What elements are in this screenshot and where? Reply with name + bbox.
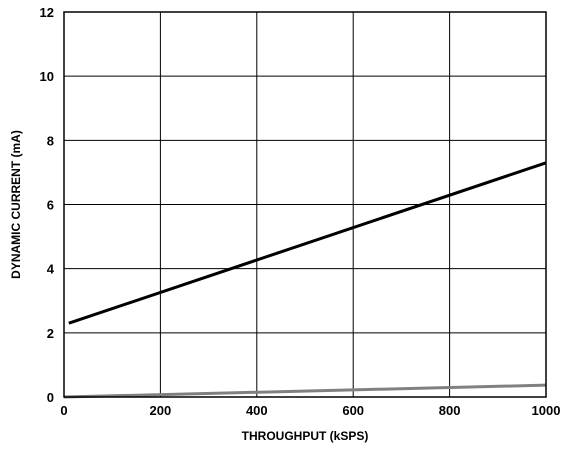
x-tick-label: 0: [60, 403, 67, 418]
x-tick-labels: 0 200 400 600 800 1000: [60, 403, 560, 418]
series-lines: [63, 161, 547, 399]
x-tick-label: 600: [342, 403, 364, 418]
series-line-1: [68, 161, 547, 325]
x-tick-label: 400: [246, 403, 268, 418]
y-tick-label: 10: [40, 69, 54, 84]
plot-area-frame: [63, 11, 547, 398]
x-tick-label: 800: [439, 403, 461, 418]
y-tick-label: 4: [47, 262, 55, 277]
y-axis-title: DYNAMIC CURRENT (mA): [9, 130, 23, 279]
y-tick-label: 6: [47, 198, 54, 213]
x-tick-label: 200: [150, 403, 172, 418]
y-tick-label: 0: [47, 390, 54, 405]
x-axis-title: THROUGHPUT (kSPS): [242, 429, 369, 443]
x-tick-label: 1000: [532, 403, 561, 418]
y-tick-label: 8: [47, 133, 54, 148]
grid-lines: [64, 12, 546, 397]
series-line-2: [63, 383, 547, 399]
y-tick-label: 2: [47, 326, 54, 341]
y-tick-label: 12: [40, 5, 54, 20]
y-tick-labels: 0 2 4 6 8 10 12: [40, 5, 55, 405]
